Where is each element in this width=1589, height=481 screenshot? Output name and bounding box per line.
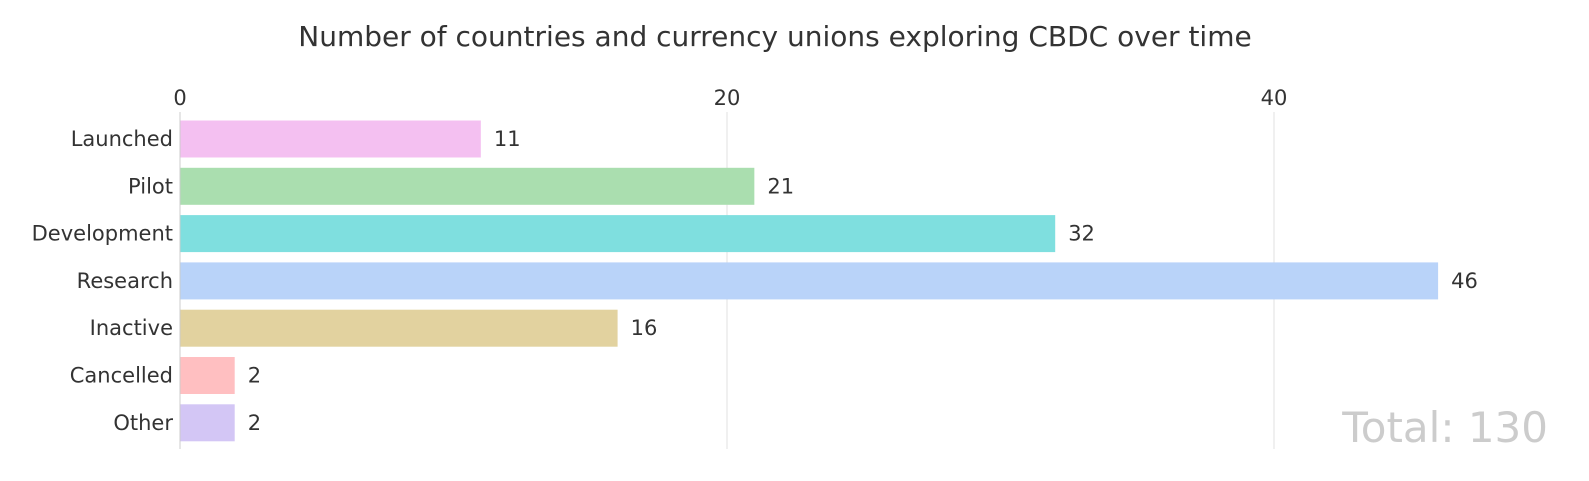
category-label-research: Research xyxy=(77,269,173,293)
x-tick-label: 0 xyxy=(173,86,186,110)
data-label-development: 32 xyxy=(1068,222,1095,246)
category-label-inactive: Inactive xyxy=(90,316,173,340)
bar-development xyxy=(180,215,1056,253)
y-axis-categories: Launched Pilot Development Research Inactive… xyxy=(32,127,174,435)
category-label-pilot: Pilot xyxy=(128,174,173,198)
bar-cancelled xyxy=(180,357,235,394)
bar-launched xyxy=(180,120,481,158)
bar-research xyxy=(180,262,1439,300)
x-axis-ticks: 0 20 40 xyxy=(173,86,1287,110)
data-label-research: 46 xyxy=(1451,269,1478,293)
total-annotation: Total: 130 xyxy=(1341,403,1548,452)
bar-pilot xyxy=(180,167,755,205)
data-label-launched: 11 xyxy=(494,127,521,151)
category-label-launched: Launched xyxy=(71,127,173,151)
data-label-inactive: 16 xyxy=(631,316,658,340)
data-labels: 11 21 32 46 16 2 2 xyxy=(248,127,1478,435)
x-tick-label: 40 xyxy=(1261,86,1288,110)
category-label-development: Development xyxy=(32,222,173,246)
bar-inactive xyxy=(180,309,618,347)
bar-other xyxy=(180,404,235,442)
bars xyxy=(180,120,1439,442)
chart-title: Number of countries and currency unions … xyxy=(298,20,1251,53)
data-label-cancelled: 2 xyxy=(248,364,261,388)
category-label-cancelled: Cancelled xyxy=(70,364,173,388)
data-label-pilot: 21 xyxy=(767,174,794,198)
x-tick-label: 20 xyxy=(714,86,741,110)
category-label-other: Other xyxy=(113,411,173,435)
data-label-other: 2 xyxy=(248,411,261,435)
